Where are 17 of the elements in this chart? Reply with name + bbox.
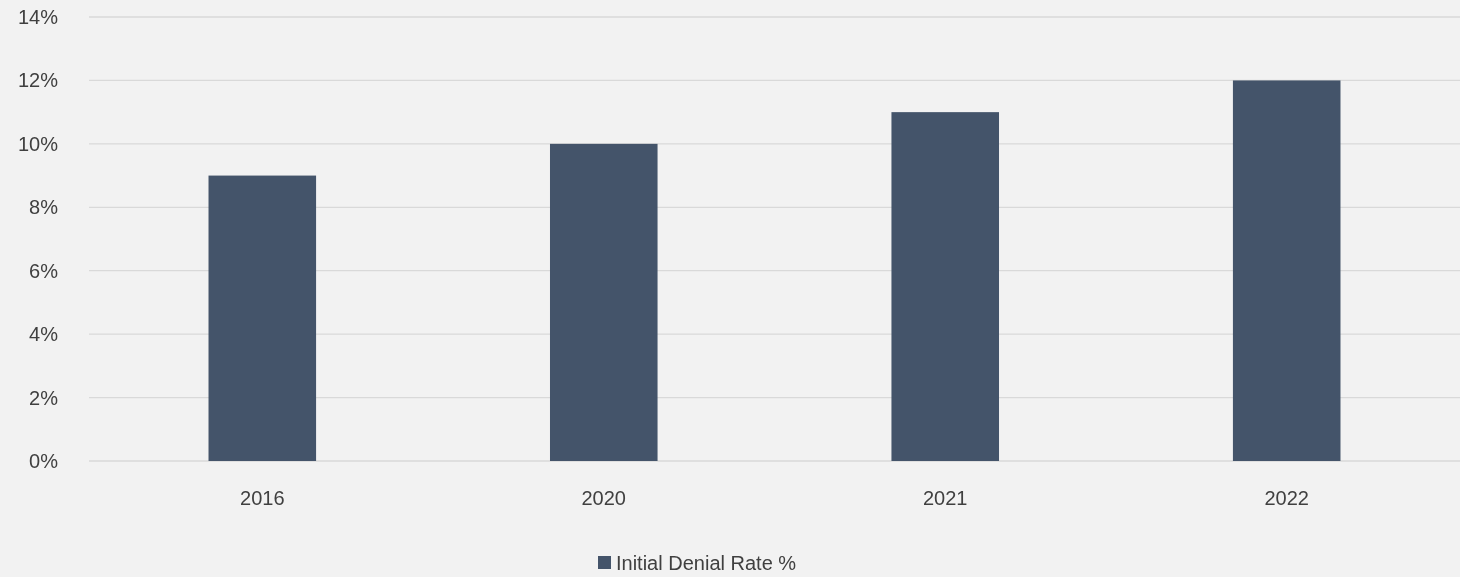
legend-label: Initial Denial Rate %: [616, 552, 797, 574]
x-tick-label: 2016: [240, 487, 285, 509]
y-tick-label: 14%: [17, 6, 59, 28]
y-tick-label: 12%: [17, 69, 59, 92]
x-tick-label: 2021: [922, 487, 968, 509]
y-tick-label: 2%: [29, 386, 59, 409]
y-tick-label: 6%: [29, 259, 59, 282]
x-tick-label: 2022: [1264, 487, 1309, 509]
bar: [1232, 80, 1341, 461]
x-tick-label: 2020: [581, 487, 627, 509]
y-tick-label: 8%: [29, 196, 59, 219]
y-tick-label: 0%: [29, 450, 59, 472]
bar: [891, 112, 1000, 461]
y-tick-label: 10%: [17, 132, 59, 155]
bar: [208, 175, 317, 461]
bar: [549, 143, 658, 461]
y-tick-label: 4%: [29, 323, 59, 346]
